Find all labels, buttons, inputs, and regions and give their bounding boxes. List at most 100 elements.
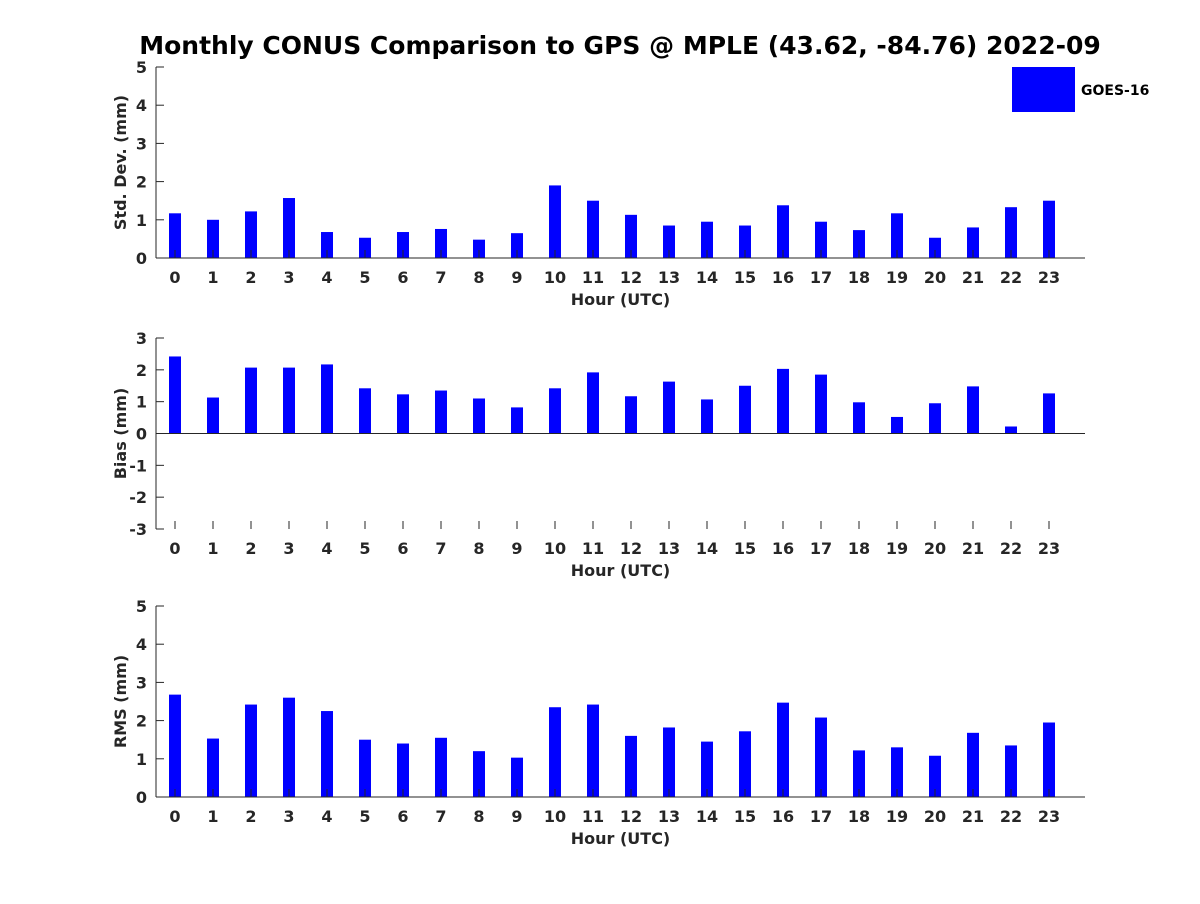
x-tick-label-std-dev: 13: [658, 268, 680, 287]
x-tick-label-bias: 15: [734, 539, 756, 558]
x-tick-label-rms: 1: [207, 807, 218, 826]
x-tick-label-std-dev: 18: [848, 268, 870, 287]
x-tick-label-std-dev: 1: [207, 268, 218, 287]
bar-rms-hour-4: [321, 711, 333, 797]
x-axis-label-std-dev: Hour (UTC): [571, 290, 671, 309]
x-tick-label-std-dev: 2: [245, 268, 256, 287]
bar-bias-hour-1: [207, 397, 219, 434]
x-tick-label-rms: 15: [734, 807, 756, 826]
x-tick-label-bias: 22: [1000, 539, 1022, 558]
x-tick-label-rms: 17: [810, 807, 832, 826]
x-tick-label-std-dev: 10: [544, 268, 566, 287]
x-tick-label-rms: 7: [435, 807, 446, 826]
bar-bias-hour-15: [739, 385, 751, 434]
bar-std-dev-hour-16: [777, 205, 789, 258]
x-tick-label-std-dev: 9: [511, 268, 522, 287]
y-tick-label-rms: 1: [136, 750, 147, 769]
bar-std-dev-hour-13: [663, 225, 675, 258]
bar-bias-hour-3: [283, 367, 295, 434]
x-tick-label-bias: 3: [283, 539, 294, 558]
x-tick-label-std-dev: 14: [696, 268, 718, 287]
x-tick-label-std-dev: 5: [359, 268, 370, 287]
x-tick-label-bias: 1: [207, 539, 218, 558]
x-tick-label-bias: 6: [397, 539, 408, 558]
bar-std-dev-hour-3: [283, 198, 295, 258]
x-tick-label-bias: 19: [886, 539, 908, 558]
legend: GOES-16: [1012, 67, 1149, 112]
bar-rms-hour-15: [739, 731, 751, 797]
x-tick-label-bias: 13: [658, 539, 680, 558]
x-tick-label-rms: 12: [620, 807, 642, 826]
x-tick-label-bias: 7: [435, 539, 446, 558]
y-tick-label-bias: -1: [129, 456, 147, 475]
x-tick-label-std-dev: 0: [169, 268, 180, 287]
bar-std-dev-hour-12: [625, 214, 637, 258]
bar-rms-hour-8: [473, 751, 485, 797]
bar-bias-hour-20: [929, 403, 941, 434]
x-tick-label-rms: 9: [511, 807, 522, 826]
x-tick-label-rms: 4: [321, 807, 332, 826]
bar-rms-hour-12: [625, 735, 637, 797]
bar-bias-hour-9: [511, 407, 523, 434]
bar-rms-hour-17: [815, 717, 827, 797]
x-tick-label-bias: 9: [511, 539, 522, 558]
y-tick-label-rms: 4: [136, 635, 147, 654]
bar-rms-hour-20: [929, 755, 941, 797]
x-tick-label-std-dev: 7: [435, 268, 446, 287]
bar-rms-hour-22: [1005, 745, 1017, 797]
bar-rms-hour-16: [777, 702, 789, 797]
x-tick-label-rms: 14: [696, 807, 718, 826]
bar-rms-hour-21: [967, 732, 979, 797]
bar-std-dev-hour-7: [435, 228, 447, 258]
x-tick-label-rms: 19: [886, 807, 908, 826]
bar-rms-hour-7: [435, 737, 447, 797]
bar-rms-hour-3: [283, 697, 295, 797]
legend-swatch: [1012, 67, 1075, 112]
x-tick-label-bias: 20: [924, 539, 946, 558]
y-axis-label-std-dev: Std. Dev. (mm): [111, 95, 130, 230]
x-tick-label-rms: 23: [1038, 807, 1060, 826]
x-tick-label-bias: 8: [473, 539, 484, 558]
x-tick-label-bias: 11: [582, 539, 604, 558]
x-tick-label-rms: 21: [962, 807, 984, 826]
y-tick-label-std-dev: 3: [136, 134, 147, 153]
bar-std-dev-hour-2: [245, 211, 257, 258]
bar-bias-hour-22: [1005, 426, 1017, 434]
bar-bias-hour-21: [967, 386, 979, 434]
bar-std-dev-hour-15: [739, 225, 751, 258]
bar-rms-hour-13: [663, 727, 675, 797]
bar-bias-hour-14: [701, 399, 713, 434]
bar-std-dev-hour-17: [815, 221, 827, 258]
bar-bias-hour-13: [663, 381, 675, 434]
y-tick-label-std-dev: 1: [136, 211, 147, 230]
y-tick-label-bias: 1: [136, 393, 147, 412]
x-tick-label-bias: 10: [544, 539, 566, 558]
bar-rms-hour-18: [853, 750, 865, 797]
y-tick-label-std-dev: 5: [136, 58, 147, 77]
bar-bias-hour-18: [853, 402, 865, 434]
x-tick-label-std-dev: 15: [734, 268, 756, 287]
bar-std-dev-hour-9: [511, 233, 523, 258]
bar-std-dev-hour-4: [321, 232, 333, 258]
bar-bias-hour-23: [1043, 393, 1055, 434]
x-tick-label-rms: 2: [245, 807, 256, 826]
bar-rms-hour-23: [1043, 722, 1055, 797]
x-tick-label-rms: 10: [544, 807, 566, 826]
x-tick-label-std-dev: 4: [321, 268, 332, 287]
y-tick-label-bias: -3: [129, 520, 147, 539]
bar-bias-hour-11: [587, 372, 599, 434]
bar-std-dev-hour-22: [1005, 207, 1017, 258]
x-tick-label-std-dev: 3: [283, 268, 294, 287]
bar-bias-hour-0: [169, 356, 181, 434]
x-tick-label-rms: 6: [397, 807, 408, 826]
figure-title: Monthly CONUS Comparison to GPS @ MPLE (…: [139, 31, 1101, 60]
x-tick-label-std-dev: 19: [886, 268, 908, 287]
x-tick-label-bias: 23: [1038, 539, 1060, 558]
x-tick-label-rms: 22: [1000, 807, 1022, 826]
y-tick-label-std-dev: 2: [136, 173, 147, 192]
x-tick-label-rms: 3: [283, 807, 294, 826]
x-tick-label-rms: 13: [658, 807, 680, 826]
y-tick-label-rms: 2: [136, 712, 147, 731]
